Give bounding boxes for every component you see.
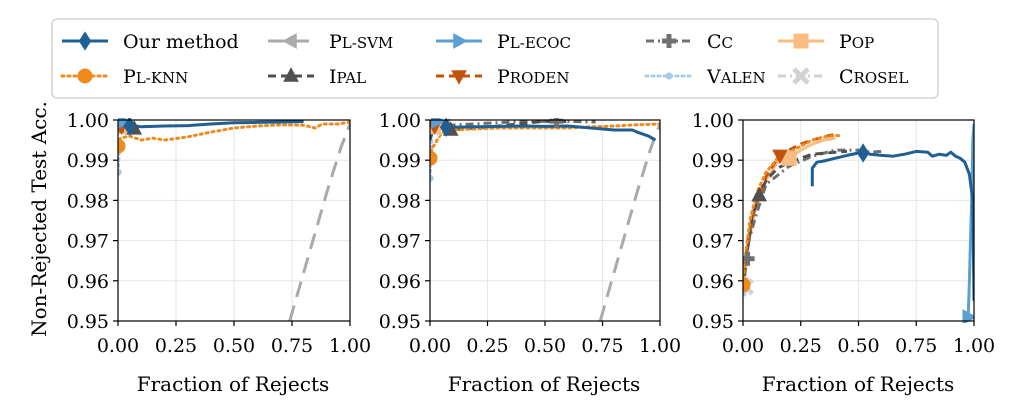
legend-label-plecoc: PL-ECOC: [497, 31, 571, 53]
series-line-plsvm-tail: [598, 123, 660, 322]
legend-label-cc: CC: [707, 31, 733, 53]
legend-marker-proden: [451, 70, 467, 85]
legend-label-proden: PRODEN: [497, 66, 570, 88]
series-marker-proden: [772, 149, 788, 165]
y-tick-label: 0.98: [379, 190, 421, 212]
x-tick-label: 0.00: [409, 335, 451, 357]
y-tick-label: 0.96: [67, 271, 109, 293]
x-tick-label: 0.00: [97, 335, 139, 357]
y-tick-label: 0.99: [379, 150, 421, 172]
legend-marker-plknn: [77, 68, 93, 84]
y-tick-label: 1.00: [692, 110, 734, 132]
legend-label-ipal: IPAL: [329, 66, 366, 88]
x-tick-label: 0.00: [722, 335, 764, 357]
legend-marker-ours: [78, 31, 92, 51]
legend-marker-crosel: [792, 67, 810, 85]
legend-label-pop: POP: [839, 31, 874, 53]
x-tick-label: 0.75: [271, 335, 313, 357]
x-tick-label: 1.00: [953, 335, 995, 357]
legend-entry-proden: PRODEN: [436, 66, 570, 88]
panel-1: 0.00 0.25 0.50 0.75 1.00 0.95 0.96 0.97 0.98 0.99…: [67, 110, 371, 357]
x-tick-label: 1.00: [639, 335, 681, 357]
legend-box: [51, 18, 939, 99]
x-tick-label: 0.25: [466, 335, 508, 357]
x-tick-label: 0.75: [895, 335, 937, 357]
x-tick-label: 0.25: [155, 335, 197, 357]
y-tick-label: 0.96: [692, 271, 734, 293]
legend-entry-pop: POP: [778, 31, 874, 53]
legend-entry-plknn: PL-KNN: [60, 66, 188, 88]
panel-2: 0.00 0.25 0.50 0.75 1.00 0.95 0.96 0.97 0.98 0.99…: [379, 110, 681, 357]
y-tick-label: 0.97: [692, 231, 734, 253]
legend-entry-cc: CC: [646, 31, 733, 53]
x-axis-label-2: Fraction of Rejects: [448, 372, 641, 396]
legend-marker-cc: [662, 34, 676, 48]
legend: Our method PL-KNN PL-SVM IPAL PL-ECOC PRODEN C…: [60, 31, 908, 88]
series-line-plknn: [118, 120, 350, 148]
y-tick-label: 0.95: [692, 311, 734, 333]
x-tick-label: 0.50: [837, 335, 879, 357]
legend-label-plsvm: PL-SVM: [329, 31, 393, 53]
legend-label-plknn: PL-KNN: [123, 66, 188, 88]
series-line-ours: [430, 124, 657, 142]
legend-marker-plsvm: [282, 33, 297, 49]
y-tick-label: 0.95: [67, 311, 109, 333]
legend-label-crosel: CROSEL: [839, 66, 908, 88]
x-axis-label-1: Fraction of Rejects: [137, 372, 330, 396]
legend-marker-plecoc: [453, 33, 468, 49]
y-tick-label: 0.96: [379, 271, 421, 293]
legend-entry-plsvm: PL-SVM: [268, 31, 393, 53]
legend-entry-ours: Our method: [62, 31, 239, 53]
y-tick-label: 0.99: [67, 150, 109, 172]
y-tick-label: 0.98: [67, 190, 109, 212]
legend-entry-crosel: CROSEL: [778, 66, 908, 88]
legend-entry-plecoc: PL-ECOC: [436, 31, 571, 53]
series-marker-ours: [123, 118, 136, 136]
x-tick-label: 0.50: [524, 335, 566, 357]
series-line-plsvm-tail: [288, 123, 350, 322]
series-marker-plknn: [743, 277, 751, 293]
legend-entry-valen: VALEN: [644, 66, 766, 88]
x-axis-label-3: Fraction of Rejects: [762, 372, 955, 396]
x-tick-label: 1.00: [329, 335, 371, 357]
series-marker-cc: [743, 251, 755, 266]
series-marker-ipal: [751, 186, 768, 202]
legend-entry-ipal: IPAL: [268, 66, 366, 88]
series-line-ours: [810, 149, 974, 301]
legend-label-valen: VALEN: [706, 66, 766, 88]
series-line-ours: [118, 120, 304, 129]
legend-marker-valen: [665, 72, 673, 80]
y-tick-label: 0.97: [379, 231, 421, 253]
y-tick-label: 1.00: [67, 110, 109, 132]
y-axis-label: Non-Rejected Test Acc.: [27, 101, 51, 337]
legend-label-ours: Our method: [123, 31, 239, 53]
y-tick-label: 0.98: [692, 190, 734, 212]
series-marker-plknn: [118, 138, 126, 154]
series-marker-valen: [118, 168, 122, 176]
legend-marker-ipal: [283, 67, 299, 82]
y-tick-label: 0.95: [379, 311, 421, 333]
series-marker-ours: [856, 143, 870, 163]
panel-3: 0.00 0.25 0.50 0.75 1.00 0.95 0.96 0.97 0.98 0.99…: [692, 110, 995, 357]
legend-marker-pop: [793, 33, 809, 49]
series-line-plknn: [430, 122, 660, 160]
series-line-ipal: [743, 149, 848, 289]
y-tick-label: 0.99: [692, 150, 734, 172]
x-tick-label: 0.50: [213, 335, 255, 357]
y-tick-label: 1.00: [379, 110, 421, 132]
series-marker-ours: [439, 118, 453, 137]
y-tick-label: 0.97: [67, 231, 109, 253]
x-tick-label: 0.25: [780, 335, 822, 357]
series-marker-plknn: [430, 150, 438, 166]
series-line-plecoc: [966, 123, 974, 318]
x-tick-label: 0.75: [581, 335, 623, 357]
